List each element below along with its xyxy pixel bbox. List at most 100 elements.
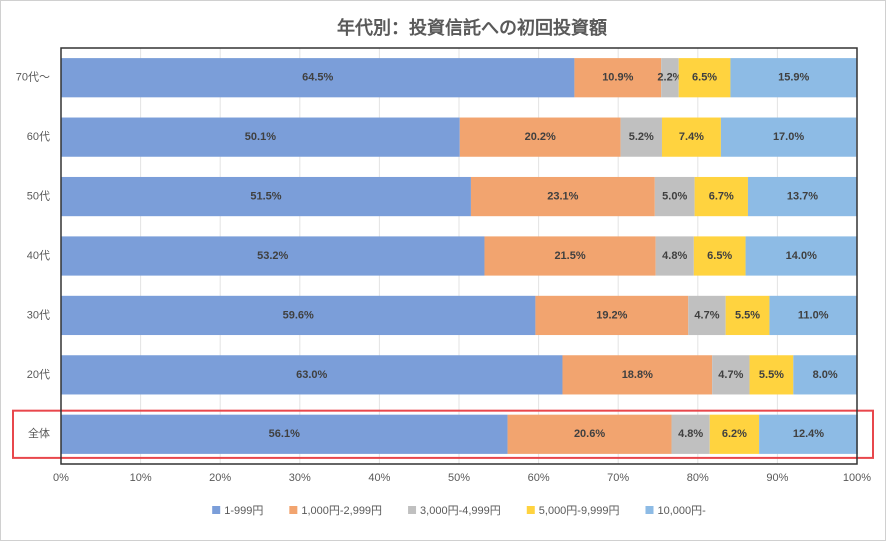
bar-segment: [61, 117, 460, 157]
data-label: 4.7%: [694, 309, 719, 321]
legend-label: 5,000円-9,999円: [539, 505, 620, 517]
x-tick-label: 30%: [289, 472, 311, 484]
data-label: 5.2%: [629, 131, 654, 143]
data-label: 56.1%: [269, 428, 300, 440]
bar-segment: [730, 58, 857, 98]
data-label: 63.0%: [296, 369, 327, 381]
bar-segment: [61, 295, 536, 336]
legend-marker: [289, 506, 298, 514]
data-label: 2.2%: [657, 72, 682, 84]
bar-segment: [745, 236, 857, 276]
data-label: 4.8%: [678, 428, 703, 440]
bar-segment: [61, 355, 563, 395]
bar-segment: [655, 236, 694, 276]
bar-segment: [725, 295, 770, 336]
bar-segment: [688, 295, 726, 336]
bar-segment: [61, 414, 508, 454]
data-label: 6.7%: [709, 190, 734, 202]
data-label: 5.0%: [662, 190, 687, 202]
legend-marker: [408, 506, 417, 514]
data-label: 5.5%: [759, 369, 784, 381]
data-label: 59.6%: [283, 309, 314, 321]
bar-segment: [507, 414, 672, 454]
legend-label: 1-999円: [224, 505, 263, 517]
y-tick-label: 70代〜: [16, 71, 50, 84]
bar-segment: [720, 117, 857, 157]
data-label: 20.6%: [574, 428, 605, 440]
x-tick-label: 20%: [209, 472, 231, 484]
bar-segment: [793, 355, 857, 395]
data-label: 7.4%: [679, 131, 704, 143]
y-tick-label: 60代: [27, 130, 50, 143]
legend-marker: [645, 506, 654, 514]
data-label: 64.5%: [302, 72, 333, 84]
x-tick-label: 50%: [448, 472, 470, 484]
x-tick-label: 80%: [687, 472, 709, 484]
data-label: 50.1%: [245, 131, 276, 143]
data-label: 20.2%: [525, 131, 556, 143]
y-tick-label: 20代: [27, 368, 50, 381]
legend-label: 3,000円-4,999円: [420, 505, 501, 517]
data-label: 11.0%: [798, 309, 829, 321]
plot-frame: [60, 47, 858, 465]
y-tick-label: 50代: [27, 189, 50, 202]
bar-segment: [693, 236, 746, 276]
bar-segment: [620, 117, 662, 157]
bar-segment: [562, 355, 713, 395]
bar-segment: [654, 176, 695, 217]
bar-segment: [661, 58, 679, 98]
data-label: 8.0%: [813, 369, 838, 381]
data-label: 51.5%: [250, 190, 281, 202]
data-label: 14.0%: [786, 250, 817, 262]
x-tick-label: 10%: [130, 472, 152, 484]
x-tick-label: 90%: [766, 472, 788, 484]
bar-segment: [709, 414, 760, 454]
data-label: 10.9%: [602, 72, 633, 84]
bar-segment: [694, 176, 748, 217]
data-label: 6.5%: [707, 250, 732, 262]
y-tick-label: 40代: [27, 249, 50, 262]
legend: 1-999円 1,000円-2,999円 3,000円-4,999円 5,000円-9…: [212, 505, 706, 517]
bar-segment: [61, 236, 485, 276]
bar-segment: [769, 295, 857, 336]
data-label: 21.5%: [554, 250, 585, 262]
bar-segment: [574, 58, 662, 98]
bar-segment: [61, 58, 575, 98]
bar-segment: [712, 355, 750, 395]
x-tick-label: 100%: [843, 472, 871, 484]
data-label: 4.8%: [662, 250, 687, 262]
data-label: 19.2%: [596, 309, 627, 321]
data-label: 4.7%: [718, 369, 743, 381]
bar-segment: [671, 414, 710, 454]
bar-segment: [661, 117, 721, 157]
bar-segment: [459, 117, 621, 157]
bar-segment: [678, 58, 731, 98]
bar-segment: [747, 176, 857, 217]
y-tick-label: 全体: [28, 426, 50, 440]
bar-segment: [749, 355, 794, 395]
x-tick-label: 70%: [607, 472, 629, 484]
data-label: 12.4%: [793, 428, 824, 440]
data-label: 15.9%: [778, 72, 809, 84]
data-label: 18.8%: [622, 369, 653, 381]
data-label: 6.5%: [692, 72, 717, 84]
legend-marker: [212, 506, 221, 514]
data-label: 13.7%: [787, 190, 818, 202]
chart-title: 年代別：投資信託への初回投資額: [337, 17, 607, 38]
data-label: 5.5%: [735, 309, 760, 321]
highlight-box: [12, 409, 874, 459]
bar-segment: [470, 176, 655, 217]
data-label: 6.2%: [722, 428, 747, 440]
legend-label: 10,000円-: [657, 505, 706, 517]
bar-segment: [759, 414, 858, 454]
data-label: 23.1%: [547, 190, 578, 202]
bar-segment: [484, 236, 656, 276]
x-tick-label: 40%: [368, 472, 390, 484]
bar-segment: [61, 176, 471, 217]
x-tick-label: 60%: [528, 472, 550, 484]
bar-segment: [535, 295, 689, 336]
data-label: 17.0%: [773, 131, 804, 143]
legend-label: 1,000円-2,999円: [301, 505, 382, 517]
